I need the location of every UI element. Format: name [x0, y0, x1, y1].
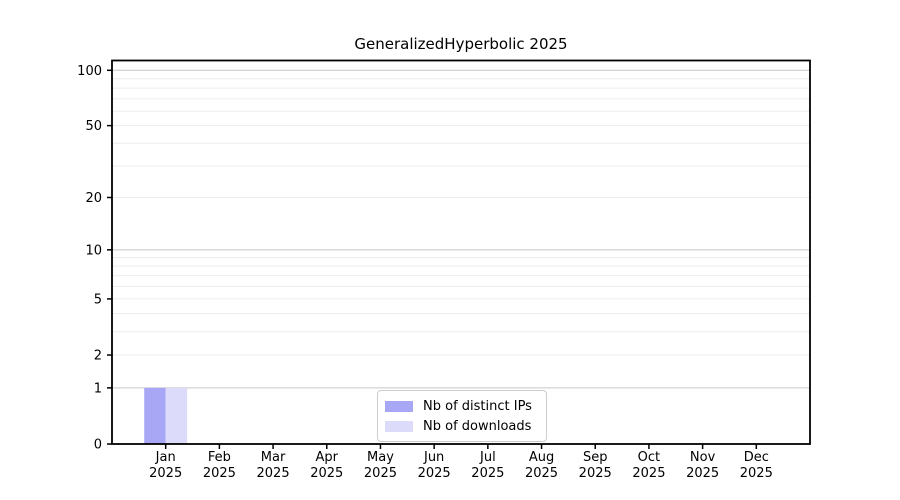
plot-frame [111, 59, 811, 445]
x-tick-label-month: Jul [479, 450, 496, 465]
x-tick-label-month: Jun [423, 450, 444, 465]
x-tick-label-month: Sep [583, 450, 608, 465]
chart-title: GeneralizedHyperbolic 2025 [354, 35, 568, 53]
legend-label-distinct-ips: Nb of distinct IPs [423, 398, 532, 414]
y-tick-label: 0 [94, 438, 102, 453]
x-tick-label-year: 2025 [686, 466, 719, 481]
x-tick-label-year: 2025 [579, 466, 612, 481]
y-tick-label: 50 [85, 119, 102, 134]
x-tick-label-year: 2025 [364, 466, 397, 481]
x-tick-label-year: 2025 [418, 466, 451, 481]
y-tick-label: 1 [94, 381, 102, 396]
x-tick-label-month: May [367, 450, 394, 465]
x-tick-label-year: 2025 [740, 466, 773, 481]
x-tick-label-month: Feb [208, 450, 231, 465]
x-tick-label-month: Apr [316, 450, 339, 465]
legend-entry-distinct-ips: Nb of distinct IPs [385, 396, 538, 416]
x-tick-label-month: Oct [638, 450, 660, 465]
x-tick-label-year: 2025 [632, 466, 665, 481]
x-tick-label-month: Aug [529, 450, 554, 465]
y-tick-label: 2 [94, 349, 102, 364]
y-tick-label: 10 [85, 243, 102, 258]
x-tick-label-year: 2025 [203, 466, 236, 481]
legend-entry-downloads: Nb of downloads [385, 416, 538, 436]
legend-swatch-downloads [385, 420, 413, 432]
bar-nb-of-downloads [165, 387, 188, 444]
y-tick-label: 100 [77, 64, 102, 79]
x-tick-label-year: 2025 [471, 466, 504, 481]
x-tick-label-year: 2025 [525, 466, 558, 481]
x-tick-label-month: Nov [690, 450, 716, 465]
y-tick-label: 5 [94, 292, 102, 307]
x-tick-label-year: 2025 [149, 466, 182, 481]
x-tick-label-year: 2025 [257, 466, 290, 481]
legend-label-downloads: Nb of downloads [423, 418, 532, 434]
x-tick-label-month: Dec [744, 450, 769, 465]
x-tick-label-month: Mar [261, 450, 286, 465]
legend: Nb of distinct IPs Nb of downloads [377, 390, 547, 442]
x-tick-label-year: 2025 [310, 466, 343, 481]
y-tick-label: 20 [85, 191, 102, 206]
bar-nb-of-distinct-ips [144, 387, 166, 444]
legend-swatch-distinct-ips [385, 400, 413, 412]
x-tick-label-month: Jan [155, 450, 176, 465]
